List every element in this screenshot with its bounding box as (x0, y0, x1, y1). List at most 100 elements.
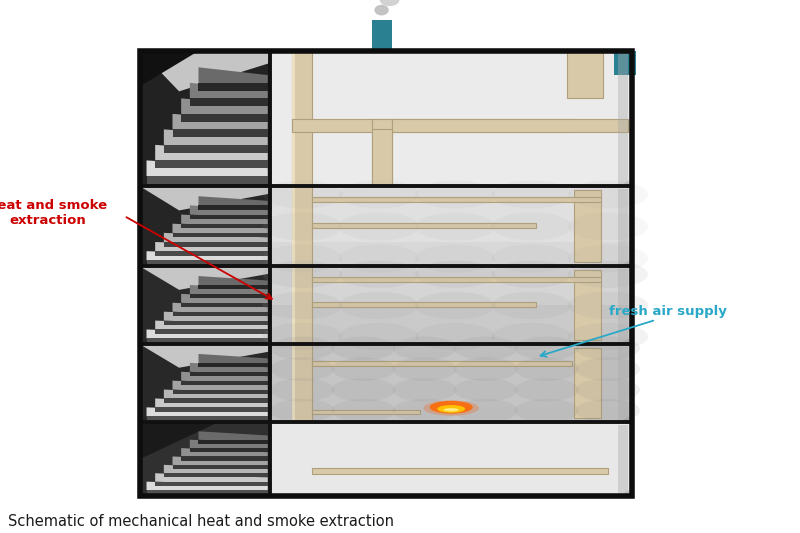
Ellipse shape (568, 245, 648, 272)
Ellipse shape (438, 405, 465, 413)
Ellipse shape (454, 336, 518, 360)
Polygon shape (391, 118, 628, 132)
Polygon shape (181, 381, 268, 385)
Polygon shape (146, 338, 268, 343)
Ellipse shape (515, 357, 579, 381)
Polygon shape (181, 448, 268, 461)
Polygon shape (372, 20, 391, 51)
Polygon shape (181, 114, 268, 122)
Ellipse shape (454, 378, 518, 401)
Ellipse shape (576, 357, 640, 381)
Ellipse shape (262, 261, 342, 288)
Polygon shape (155, 320, 268, 334)
Polygon shape (146, 407, 268, 421)
Polygon shape (190, 294, 268, 298)
Polygon shape (140, 266, 270, 290)
Polygon shape (146, 251, 268, 265)
Ellipse shape (393, 378, 457, 401)
Polygon shape (198, 67, 268, 91)
Ellipse shape (393, 336, 457, 360)
Polygon shape (173, 381, 268, 394)
Polygon shape (140, 422, 270, 496)
Polygon shape (270, 383, 632, 391)
Ellipse shape (415, 323, 495, 350)
Polygon shape (270, 243, 632, 266)
Polygon shape (198, 83, 268, 91)
Polygon shape (292, 118, 574, 132)
Polygon shape (164, 465, 268, 478)
Polygon shape (173, 465, 268, 469)
Polygon shape (164, 390, 268, 403)
Polygon shape (173, 130, 268, 137)
Polygon shape (181, 224, 268, 228)
Polygon shape (140, 344, 270, 368)
Polygon shape (173, 233, 268, 237)
Polygon shape (312, 197, 602, 203)
Ellipse shape (331, 336, 395, 360)
Polygon shape (146, 416, 268, 421)
Ellipse shape (338, 323, 418, 350)
Polygon shape (270, 344, 632, 422)
Polygon shape (140, 51, 270, 187)
Polygon shape (270, 415, 632, 422)
Polygon shape (620, 336, 632, 344)
Ellipse shape (576, 378, 640, 401)
Polygon shape (574, 348, 602, 418)
Polygon shape (312, 223, 536, 228)
Ellipse shape (393, 399, 457, 422)
Ellipse shape (491, 261, 571, 288)
Polygon shape (155, 399, 268, 412)
Polygon shape (618, 347, 628, 419)
Polygon shape (270, 399, 632, 407)
Polygon shape (312, 468, 609, 474)
Polygon shape (292, 51, 295, 422)
Ellipse shape (430, 401, 473, 414)
Polygon shape (173, 224, 268, 237)
Ellipse shape (568, 261, 648, 288)
Ellipse shape (491, 292, 571, 319)
Ellipse shape (491, 180, 571, 208)
Polygon shape (270, 305, 632, 344)
Polygon shape (270, 368, 632, 376)
Polygon shape (620, 414, 632, 422)
Polygon shape (164, 473, 268, 478)
Polygon shape (190, 285, 268, 298)
Polygon shape (164, 312, 268, 325)
Polygon shape (140, 422, 218, 459)
Polygon shape (155, 329, 268, 334)
Polygon shape (190, 440, 268, 453)
Ellipse shape (262, 180, 342, 208)
Ellipse shape (270, 336, 334, 360)
Ellipse shape (338, 292, 418, 319)
Polygon shape (140, 266, 270, 344)
Ellipse shape (331, 357, 395, 381)
Polygon shape (146, 160, 268, 184)
Polygon shape (173, 456, 268, 469)
Polygon shape (198, 363, 268, 367)
Polygon shape (173, 303, 268, 316)
Polygon shape (618, 269, 628, 342)
Ellipse shape (415, 261, 495, 288)
Text: Schematic of mechanical heat and smoke extraction: Schematic of mechanical heat and smoke e… (8, 514, 394, 529)
Polygon shape (574, 190, 602, 262)
Polygon shape (312, 410, 421, 415)
Polygon shape (618, 425, 628, 493)
Polygon shape (198, 440, 268, 444)
Polygon shape (372, 118, 391, 187)
Ellipse shape (576, 399, 640, 422)
Polygon shape (614, 51, 636, 75)
Ellipse shape (454, 399, 518, 422)
Polygon shape (164, 233, 268, 247)
Polygon shape (140, 51, 270, 91)
Ellipse shape (262, 213, 342, 240)
Polygon shape (292, 51, 312, 422)
Ellipse shape (576, 336, 640, 360)
Ellipse shape (415, 213, 495, 240)
Polygon shape (270, 376, 632, 383)
Polygon shape (173, 390, 268, 394)
Polygon shape (140, 51, 199, 86)
Polygon shape (198, 285, 268, 289)
Ellipse shape (415, 245, 495, 272)
Polygon shape (173, 114, 268, 137)
Polygon shape (312, 361, 572, 366)
